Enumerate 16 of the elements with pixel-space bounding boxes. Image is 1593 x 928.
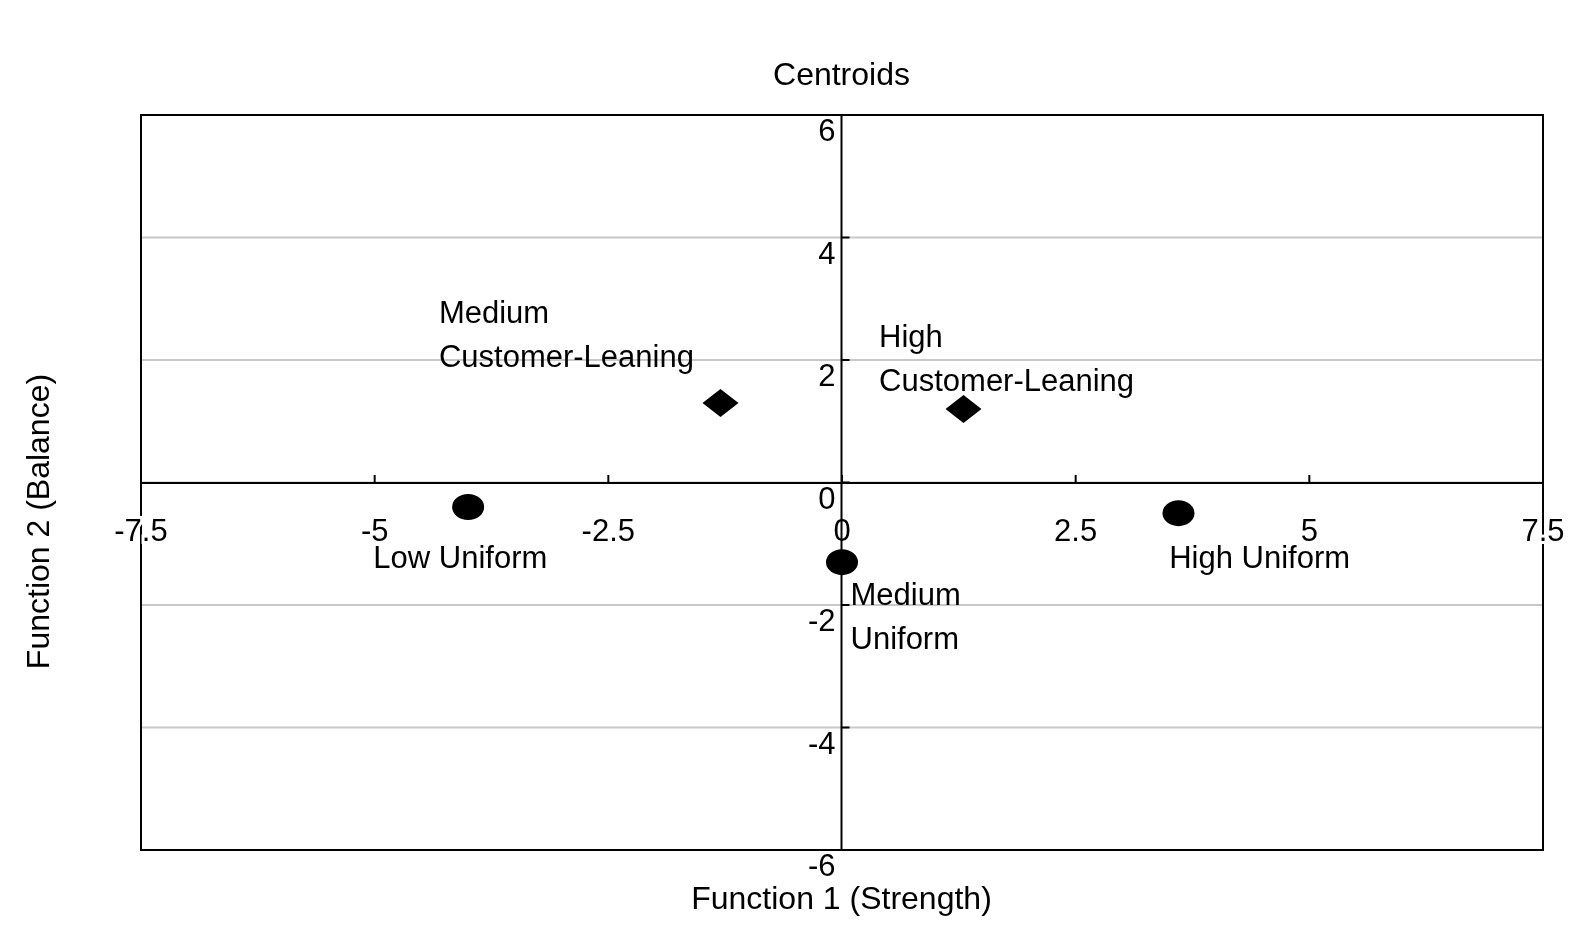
chart-title: Centroids: [772, 56, 911, 93]
x-tick-label: 2.5: [1054, 513, 1098, 548]
y-tick-label: 4: [818, 235, 836, 271]
x-tick-label: 5: [1300, 513, 1318, 548]
y-axis-title: Function 2 (Balance): [19, 372, 57, 672]
annotation: Medium Uniform: [850, 575, 961, 658]
y-tick-label: -6: [807, 848, 836, 883]
x-axis-title: Function 1 (Strength): [690, 880, 993, 917]
y-tick-label: 6: [818, 113, 836, 148]
y-tick-label: 0: [818, 480, 836, 516]
y-tick-label: -2: [807, 603, 836, 638]
annotation: Medium Customer-Leaning: [438, 294, 694, 377]
y-tick-label: 2: [818, 358, 836, 393]
y-tick-label: -4: [807, 725, 836, 761]
annotation: High Customer-Leaning: [879, 318, 1135, 401]
x-tick-label: -2.5: [581, 513, 636, 548]
